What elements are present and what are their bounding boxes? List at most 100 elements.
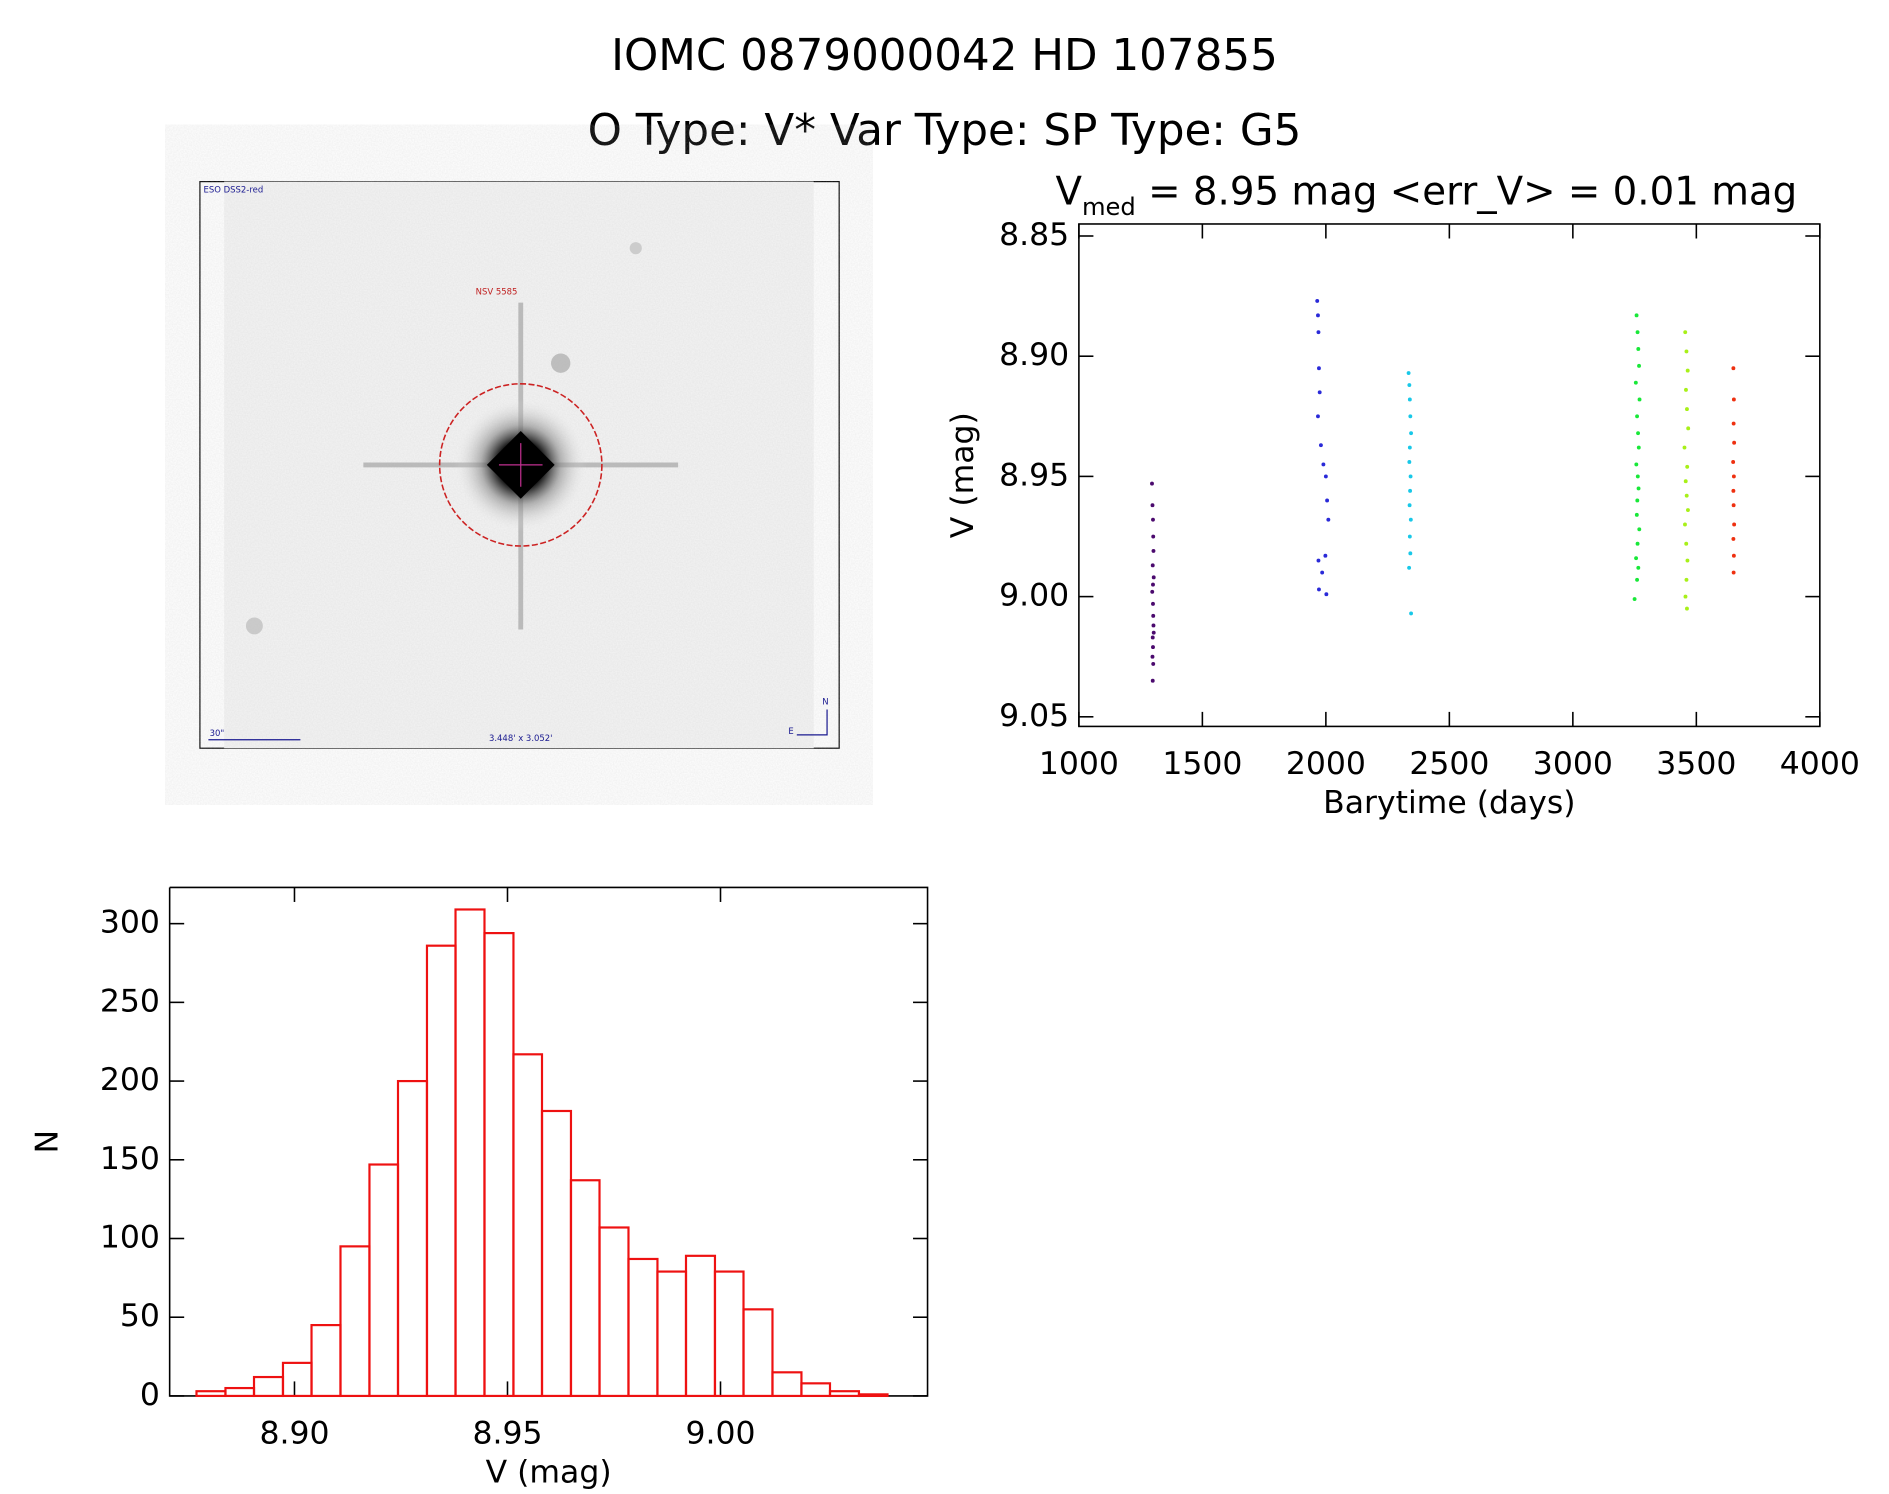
histogram-bar — [742, 1308, 774, 1398]
histogram-bar — [540, 1109, 573, 1398]
y-tick-label: 9.00 — [999, 578, 1069, 614]
data-point — [1150, 654, 1155, 659]
data-point — [1151, 582, 1155, 587]
data-point — [1151, 534, 1156, 539]
data-point — [1632, 597, 1637, 601]
data-point — [1732, 440, 1737, 445]
y-tick-label: 8.90 — [999, 337, 1069, 373]
title-symbol: V — [1055, 169, 1082, 214]
data-point — [1731, 366, 1736, 371]
histogram-bar — [368, 1163, 400, 1398]
data-point — [1684, 493, 1689, 498]
data-point — [1324, 592, 1329, 597]
data-point — [1637, 363, 1641, 368]
crosshair — [498, 443, 543, 487]
histogram-bar — [684, 1254, 717, 1398]
data-point — [1317, 390, 1322, 395]
histogram-bar — [656, 1270, 688, 1398]
data-point — [1683, 594, 1688, 599]
survey-label: ESO DSS2-red — [204, 185, 264, 195]
data-point — [1634, 512, 1639, 517]
data-point — [1316, 414, 1320, 419]
data-point — [1683, 479, 1688, 484]
data-point — [1731, 488, 1736, 493]
data-point — [1636, 486, 1641, 491]
data-point — [1637, 527, 1642, 532]
y-tick-label: 8.95 — [999, 457, 1069, 493]
data-point — [1683, 330, 1688, 335]
data-point — [1150, 563, 1155, 568]
data-point — [1151, 623, 1156, 628]
histogram-bar — [454, 908, 486, 1398]
y-tick-label: 250 — [100, 983, 160, 1019]
page-title: IOMC 0879000042 HD 107855 — [611, 31, 1278, 81]
y-tick-label: 8.85 — [999, 217, 1069, 253]
histogram-bar — [396, 1079, 429, 1398]
data-point — [1634, 462, 1639, 467]
compass — [796, 709, 828, 736]
data-point — [1636, 445, 1641, 450]
histogram-bar — [512, 1053, 544, 1398]
y-tick-label: 50 — [120, 1298, 160, 1334]
histogram-bar — [828, 1390, 861, 1398]
data-point — [1151, 575, 1156, 580]
plot-frame — [1078, 223, 1821, 728]
data-point — [1685, 606, 1689, 611]
data-point — [1636, 565, 1641, 570]
histogram-bar — [425, 944, 457, 1398]
data-point — [1635, 474, 1640, 479]
data-point — [1407, 565, 1412, 570]
y-axis-label: V (mag) — [945, 412, 981, 538]
data-point — [1151, 645, 1155, 650]
data-point — [1326, 517, 1331, 522]
data-point — [1151, 613, 1156, 618]
data-point — [1316, 313, 1320, 318]
histogram-bar — [339, 1245, 371, 1398]
data-point — [1323, 474, 1328, 479]
data-point — [1731, 536, 1736, 541]
data-point — [1685, 558, 1690, 563]
data-point — [1407, 383, 1412, 387]
histogram-bar — [483, 932, 515, 1398]
data-point — [1685, 407, 1689, 412]
data-point — [1408, 414, 1413, 419]
data-point — [1408, 488, 1413, 493]
data-point — [1685, 464, 1690, 469]
data-point — [1150, 503, 1155, 508]
histogram-bar — [281, 1361, 313, 1398]
field-star — [551, 353, 571, 373]
histogram-bar — [195, 1390, 227, 1398]
data-point — [1685, 368, 1690, 373]
data-point — [1634, 313, 1639, 318]
data-point — [1151, 630, 1156, 635]
data-point — [1315, 298, 1320, 303]
field-star — [245, 617, 263, 635]
histogram-bar — [771, 1371, 803, 1398]
data-point — [1150, 635, 1155, 640]
data-point — [1321, 462, 1326, 467]
size-label: 3.448' x 3.052' — [489, 733, 553, 743]
x-tick-label: 3000 — [1533, 746, 1613, 782]
north-label: N — [822, 697, 828, 707]
x-tick-label: 4000 — [1780, 746, 1860, 782]
data-point — [1732, 522, 1737, 527]
aperture-circle — [438, 383, 603, 547]
east-label: E — [788, 726, 793, 736]
x-tick-label: 8.90 — [259, 1416, 329, 1452]
data-point — [1317, 366, 1321, 371]
data-point — [1316, 330, 1321, 335]
data-point — [1637, 397, 1642, 402]
data-point — [1636, 431, 1640, 436]
x-tick-label: 3500 — [1656, 746, 1736, 782]
x-tick-label: 1000 — [1039, 746, 1119, 782]
field-star — [629, 242, 642, 255]
data-point — [1686, 426, 1691, 431]
data-point — [1150, 589, 1155, 594]
data-point — [1636, 347, 1641, 351]
title-subscript: med — [1082, 193, 1136, 221]
data-point — [1408, 551, 1413, 556]
sky-image: ESO DSS2-red NSV 5585 30" 3.448' x 3.052… — [199, 180, 840, 749]
data-point — [1683, 522, 1687, 527]
